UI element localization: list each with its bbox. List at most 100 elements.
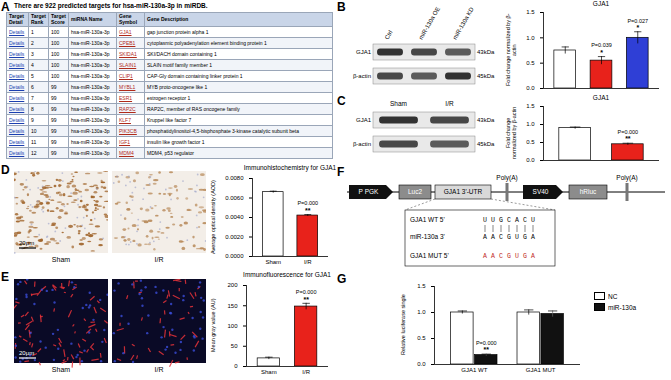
svg-text:P=0.039: P=0.039 [591,42,612,48]
svg-text:200: 200 [227,282,238,288]
html-text:A There are 922 predicted targ: A There are 922 predicted targets for hs… [1,0,208,14]
svg-text:Ctrl: Ctrl [384,29,394,40]
svg-text:P PGK: P PGK [359,188,379,195]
svg-text:P=0.000: P=0.000 [296,289,317,295]
svg-text:Sham: Sham [261,369,277,375]
html-text:G: G [337,272,347,286]
svg-text:Sham: Sham [265,259,281,265]
svg-text:U: U [483,217,487,224]
svg-text:43kDa: 43kDa [477,117,495,123]
svg-text:1.5: 1.5 [417,283,426,289]
svg-text:**: ** [305,207,311,214]
svg-text:β-actin: β-actin [353,73,371,79]
svg-text:45kDa: 45kDa [477,73,495,79]
svg-text:GJA1: GJA1 [356,117,372,123]
svg-text:50: 50 [231,343,238,349]
svg-text:**: ** [484,346,490,353]
svg-text:P=0.000: P=0.000 [618,129,639,135]
svg-text:0.0060: 0.0060 [225,195,244,201]
svg-text:miR-130a 3': miR-130a 3' [410,233,445,240]
svg-text:C: C [523,217,527,224]
svg-text:GJA1 WT 5': GJA1 WT 5' [410,216,445,223]
svg-text:β-actin: β-actin [353,141,371,147]
svg-text:1.5: 1.5 [526,9,535,15]
svg-text:A: A [483,253,487,260]
svg-text:I/R: I/R [155,366,164,373]
svg-text:A: A [491,234,495,241]
svg-text:GJA1 MUT 5': GJA1 MUT 5' [410,252,449,259]
svg-text:*: * [600,49,603,56]
svg-text:A: A [515,217,519,224]
svg-text:Luc2: Luc2 [408,188,422,195]
svg-text:1.5: 1.5 [526,103,535,109]
svg-text:U: U [531,217,535,224]
svg-text:20μm: 20μm [19,240,34,246]
svg-text:Sham: Sham [52,256,70,263]
svg-text:100: 100 [227,323,238,329]
svg-text:Poly(A): Poly(A) [616,174,637,182]
svg-text:20μm: 20μm [19,350,34,356]
svg-text:miR-130a KD: miR-130a KD [452,6,476,41]
svg-text:0: 0 [234,363,238,369]
svg-text:1.0: 1.0 [526,121,535,127]
svg-text:A: A [491,253,495,260]
svg-text:hRluc: hRluc [580,188,597,195]
svg-text:150: 150 [227,303,238,309]
svg-text:G: G [523,234,527,241]
html-text:C: C [337,94,346,108]
svg-text:Sham: Sham [390,100,407,107]
svg-text:P=0.000: P=0.000 [476,340,497,346]
svg-text:1.0: 1.0 [526,35,535,41]
svg-text:A: A [531,234,535,241]
html-text:Target Detail: Target Detail [9,13,24,25]
svg-text:I/R: I/R [445,100,454,107]
svg-text:C: C [507,217,511,224]
svg-text:0.0: 0.0 [526,157,535,163]
svg-text:GJA1 3'-UTR: GJA1 3'-UTR [444,188,483,195]
svg-text:0.0080: 0.0080 [225,175,244,181]
html-text:Fold change normalized by β-ac: Fold change normalized by β-actin [505,106,517,160]
svg-text:G: G [507,253,511,260]
svg-text:Sham: Sham [52,366,70,373]
html-text:Gene Symbol: Gene Symbol [119,13,138,25]
svg-text:SV40: SV40 [533,188,549,195]
svg-text:0.0000: 0.0000 [225,253,244,259]
svg-text:I/R: I/R [155,256,164,263]
svg-text:0.0020: 0.0020 [225,234,244,240]
svg-text:GJA1: GJA1 [356,49,372,55]
svg-text:G: G [499,217,503,224]
svg-text:0.5: 0.5 [417,335,426,341]
svg-text:1.0: 1.0 [417,309,426,315]
svg-text:0.0040: 0.0040 [225,214,244,220]
svg-text:G: G [523,253,527,260]
svg-text:A: A [531,253,535,260]
svg-text:GJA1 MUT: GJA1 MUT [526,367,556,373]
html-text:Target Score: Target Score [51,13,66,25]
svg-text:U: U [515,253,519,260]
html-text:Target Rank: Target Rank [31,13,46,25]
svg-text:**: ** [303,296,309,303]
svg-text:45kDa: 45kDa [477,141,495,147]
svg-text:*: * [636,24,639,31]
svg-text:C: C [499,253,503,260]
html-text:B: B [337,0,346,14]
svg-text:U: U [491,217,495,224]
svg-text:I/R: I/R [304,259,312,265]
svg-text:0.0: 0.0 [417,361,426,367]
svg-text:Poly(A): Poly(A) [496,174,517,182]
svg-text:U: U [515,234,519,241]
svg-text:A: A [483,234,487,241]
svg-text:**: ** [625,135,631,142]
svg-text:I/R: I/R [302,369,310,375]
svg-text:miR-130a OE: miR-130a OE [418,6,441,40]
svg-text:0.5: 0.5 [526,60,535,66]
svg-text:43kDa: 43kDa [477,49,495,55]
svg-text:GJA1 WT: GJA1 WT [461,367,487,373]
svg-text:0.0: 0.0 [526,85,535,91]
svg-text:C: C [499,234,503,241]
svg-text:0.5: 0.5 [526,139,535,145]
svg-text:P=0.027: P=0.027 [627,18,648,24]
html-text:Fold change normalized by β-ac: Fold change normalized by β-actin [505,13,517,87]
svg-text:G: G [507,234,511,241]
svg-text:P=0.000: P=0.000 [297,200,318,206]
